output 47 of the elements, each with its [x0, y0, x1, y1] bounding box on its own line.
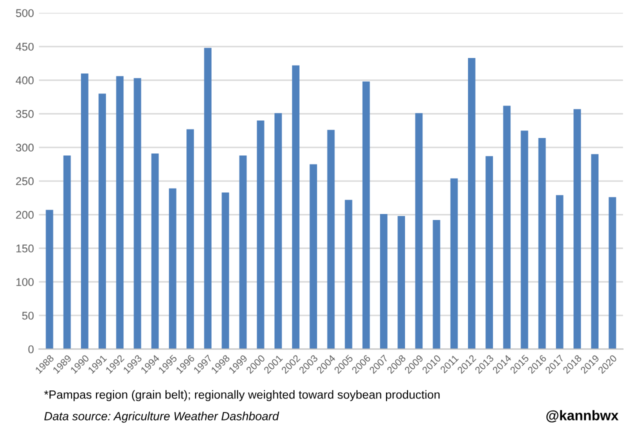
bar [151, 153, 159, 350]
bar [222, 192, 230, 350]
bar [398, 216, 406, 350]
bar [556, 195, 564, 350]
bar [574, 109, 581, 350]
y-tick-label: 300 [16, 144, 34, 152]
bar [292, 65, 300, 350]
bar [63, 155, 71, 350]
bar [98, 94, 106, 350]
y-tick-label: 0 [28, 345, 34, 354]
bar [186, 129, 194, 350]
y-tick-label: 100 [16, 278, 34, 286]
bar [168, 188, 176, 350]
y-tick-label: 400 [16, 76, 34, 84]
bar [486, 156, 493, 350]
bar [327, 130, 335, 350]
bar [134, 78, 142, 350]
bar [450, 178, 458, 350]
bar [256, 120, 264, 350]
bar [310, 164, 318, 350]
bar [520, 130, 528, 350]
bar [503, 106, 511, 350]
bar [591, 154, 599, 350]
y-tick-label: 500 [16, 9, 34, 18]
bar [239, 155, 247, 350]
bar [362, 82, 370, 350]
y-tick-label: 350 [16, 110, 34, 118]
bar [80, 73, 88, 350]
y-tick-label: 250 [16, 177, 34, 186]
bar [344, 200, 352, 350]
y-tick-label: 450 [16, 42, 34, 51]
bar [274, 113, 282, 350]
bar [538, 138, 546, 350]
bar [415, 113, 423, 350]
bar [380, 214, 388, 350]
text: *Pampas region (grain belt); regionally weighted toward soybean production [44, 390, 440, 402]
source-note: Data source: Agriculture Weather Dashboard [44, 412, 280, 423]
y-tick-label: 200 [16, 210, 34, 219]
bar [204, 48, 212, 350]
y-tick-label: 50 [22, 312, 34, 320]
text: @kannbwx [546, 410, 618, 422]
bar [116, 76, 124, 350]
bar [432, 220, 440, 350]
y-tick-label: 150 [16, 244, 34, 252]
bar [46, 210, 54, 350]
bar [468, 58, 476, 350]
bar [608, 197, 616, 350]
